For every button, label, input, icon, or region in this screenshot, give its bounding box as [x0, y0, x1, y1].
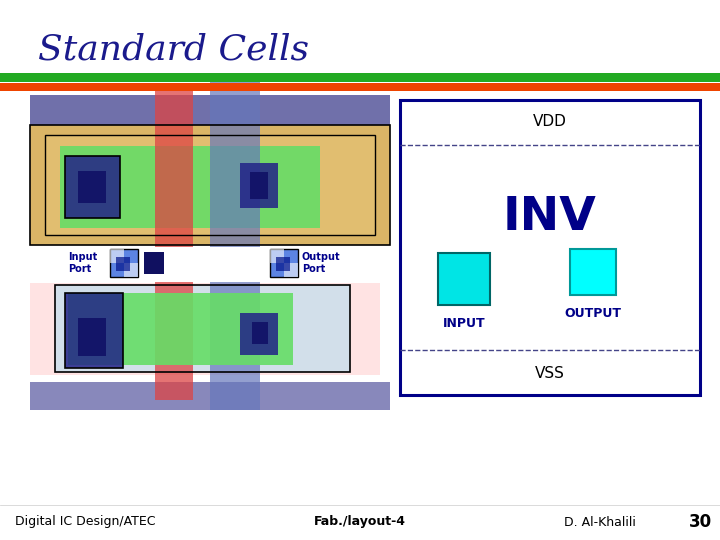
Bar — [30, 382, 390, 410]
Bar — [116, 257, 130, 271]
Bar — [144, 252, 164, 274]
Bar — [0, 83, 720, 91]
Bar — [270, 249, 284, 263]
Bar — [45, 135, 375, 235]
Bar — [55, 285, 350, 372]
Bar — [110, 249, 138, 277]
Bar — [400, 100, 700, 395]
Bar — [210, 80, 260, 410]
Text: INPUT: INPUT — [443, 317, 485, 330]
Bar — [124, 263, 138, 277]
Bar — [30, 247, 390, 282]
Text: Output
Port: Output Port — [302, 252, 341, 274]
Bar — [78, 318, 106, 356]
Text: Input
Port: Input Port — [68, 252, 97, 274]
Bar — [570, 249, 616, 295]
Bar — [30, 283, 380, 375]
Text: Standard Cells: Standard Cells — [38, 33, 309, 67]
Text: Fab./layout-4: Fab./layout-4 — [314, 516, 406, 529]
Text: D. Al-Khalili: D. Al-Khalili — [564, 516, 636, 529]
Bar — [252, 322, 268, 344]
Bar — [65, 156, 120, 218]
Bar — [438, 253, 490, 305]
Text: INV: INV — [503, 195, 597, 240]
Bar — [60, 146, 320, 228]
Bar — [65, 156, 120, 218]
Text: OUTPUT: OUTPUT — [564, 307, 621, 320]
Bar — [250, 172, 268, 199]
Bar — [65, 293, 123, 368]
Bar — [284, 263, 298, 277]
Text: 30: 30 — [688, 513, 711, 531]
Bar — [270, 249, 298, 277]
Bar — [55, 285, 350, 372]
Bar — [240, 163, 278, 208]
Bar — [240, 313, 278, 355]
Bar — [68, 293, 293, 365]
Bar — [78, 171, 106, 203]
Bar — [110, 249, 138, 277]
Bar — [30, 95, 390, 125]
Text: Digital IC Design/ATEC: Digital IC Design/ATEC — [15, 516, 156, 529]
Bar — [276, 257, 290, 271]
Text: VDD: VDD — [533, 114, 567, 130]
Bar — [0, 73, 720, 82]
Bar — [270, 249, 298, 277]
Bar — [30, 125, 390, 245]
Bar — [45, 135, 375, 235]
Bar — [65, 293, 123, 368]
Text: VSS: VSS — [535, 366, 565, 381]
Bar — [30, 125, 390, 245]
Bar — [155, 90, 193, 400]
Bar — [110, 249, 124, 263]
